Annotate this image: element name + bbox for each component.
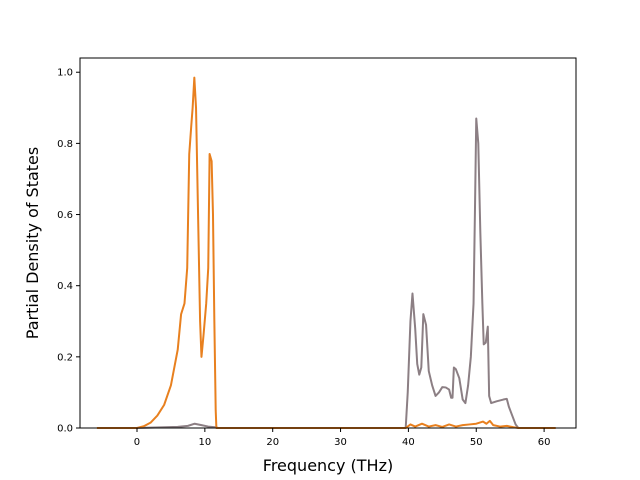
plot-frame [79,57,577,429]
x-tick-label: 50 [470,437,483,448]
y-tick-label: 0.2 [57,352,73,363]
y-axis-label: Partial Density of States [23,147,42,339]
x-tick-label: 40 [402,437,415,448]
x-tick-label: 20 [266,437,279,448]
x-tick-label: 0 [134,437,140,448]
x-tick-label: 30 [334,437,347,448]
x-tick-label: 60 [538,437,551,448]
series-layer [96,76,556,429]
y-tick-label: 0.4 [57,281,73,292]
x-axis-ticks: 0 10 20 30 40 50 60 [134,428,551,448]
y-tick-label: 0.0 [57,424,73,435]
y-tick-label: 1.0 [57,68,73,79]
x-tick-label: 10 [198,437,211,448]
series-line-1 [96,117,556,429]
y-axis-ticks: 0.0 0.2 0.4 0.6 0.8 1.0 [57,68,80,435]
y-tick-label: 0.6 [57,210,73,221]
series-line-2 [96,76,556,429]
x-axis-label: Frequency (THz) [263,456,393,475]
y-tick-label: 0.8 [57,139,73,150]
